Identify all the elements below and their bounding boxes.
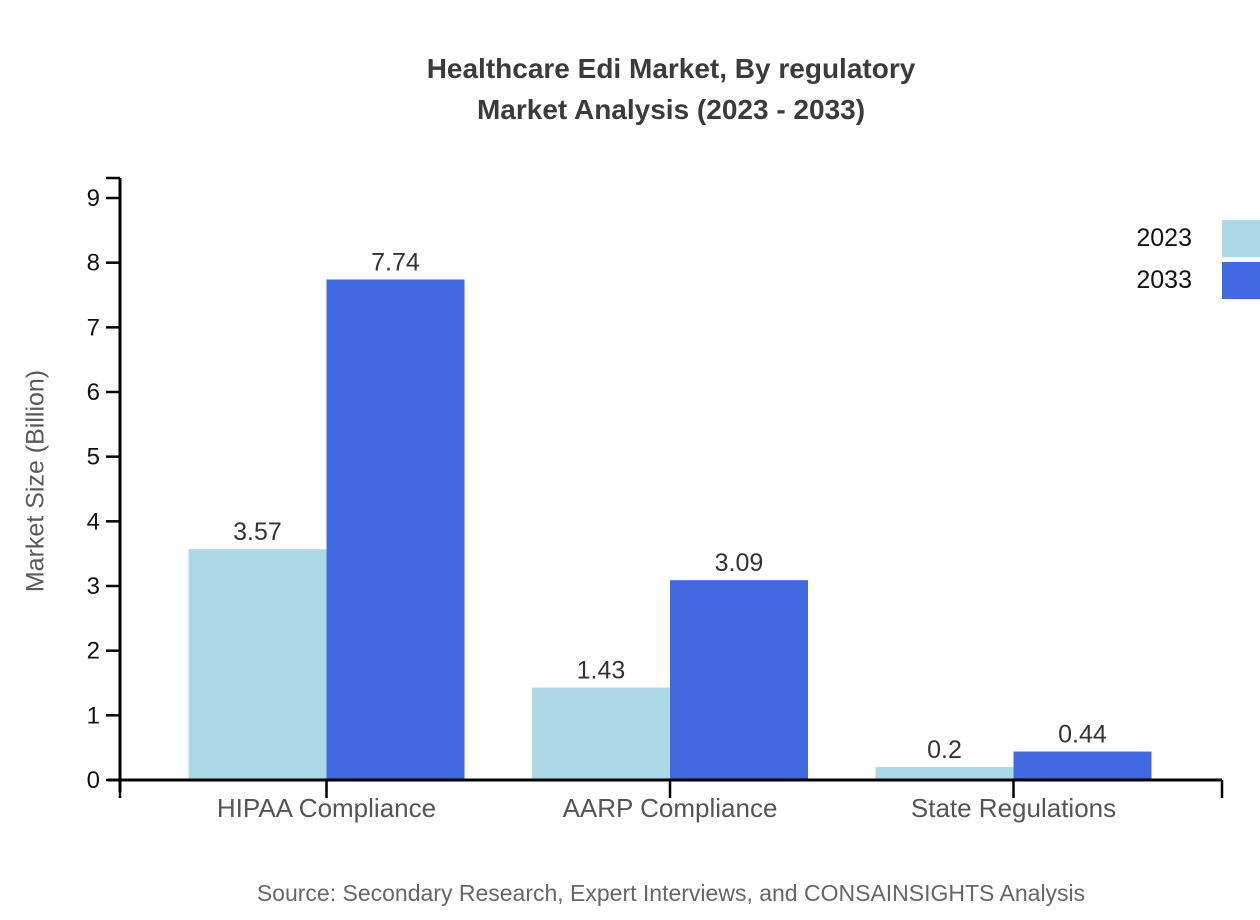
legend-swatch-2033-icon (1222, 262, 1260, 299)
bar-2033-hipaa-compliance (326, 279, 465, 780)
y-tick-label-7: 7 (87, 314, 100, 341)
bar-2023-aarp-compliance (532, 687, 670, 780)
chart-title-line1: Healthcare Edi Market, By regulatory (426, 53, 916, 84)
legend-label-2033: 2033 (1136, 266, 1192, 294)
bar-2033-state-regulations (1013, 751, 1152, 780)
y-tick-label-6: 6 (87, 379, 100, 406)
y-tick-label-4: 4 (87, 508, 100, 535)
y-tick-label-2: 2 (87, 638, 100, 665)
value-label-2033-state-regulations: 0.44 (1058, 721, 1107, 749)
y-tick-label-8: 8 (87, 250, 100, 277)
legend-item-2033: 2033 (1136, 262, 1260, 299)
value-label-2023-state-regulations: 0.2 (927, 736, 962, 764)
bar-2033-aarp-compliance (670, 580, 808, 780)
source-note: Source: Secondary Research, Expert Inter… (256, 880, 1086, 906)
y-tick-label-9: 9 (87, 185, 100, 212)
legend-swatch-2023-icon (1222, 220, 1260, 257)
value-label-2023-hipaa-compliance: 3.57 (233, 518, 282, 546)
value-label-2033-aarp-compliance: 3.09 (715, 549, 764, 577)
y-tick-label-0: 0 (87, 767, 100, 794)
y-tick-label-5: 5 (87, 444, 100, 471)
chart-title-line2: Market Analysis (2023 - 2033) (476, 94, 866, 125)
y-tick-label-1: 1 (87, 702, 100, 729)
legend: 2023 2033 (1136, 220, 1260, 304)
legend-label-2023: 2023 (1136, 224, 1192, 252)
bar-2023-state-regulations (875, 767, 1014, 780)
value-label-2023-aarp-compliance: 1.43 (577, 657, 626, 685)
bar-2023-hipaa-compliance (188, 549, 327, 780)
y-tick-label-3: 3 (87, 573, 100, 600)
chart-title: Healthcare Edi Market, By regulatory Mar… (120, 48, 1222, 130)
value-label-2033-hipaa-compliance: 7.74 (371, 248, 420, 276)
legend-item-2023: 2023 (1136, 220, 1260, 257)
